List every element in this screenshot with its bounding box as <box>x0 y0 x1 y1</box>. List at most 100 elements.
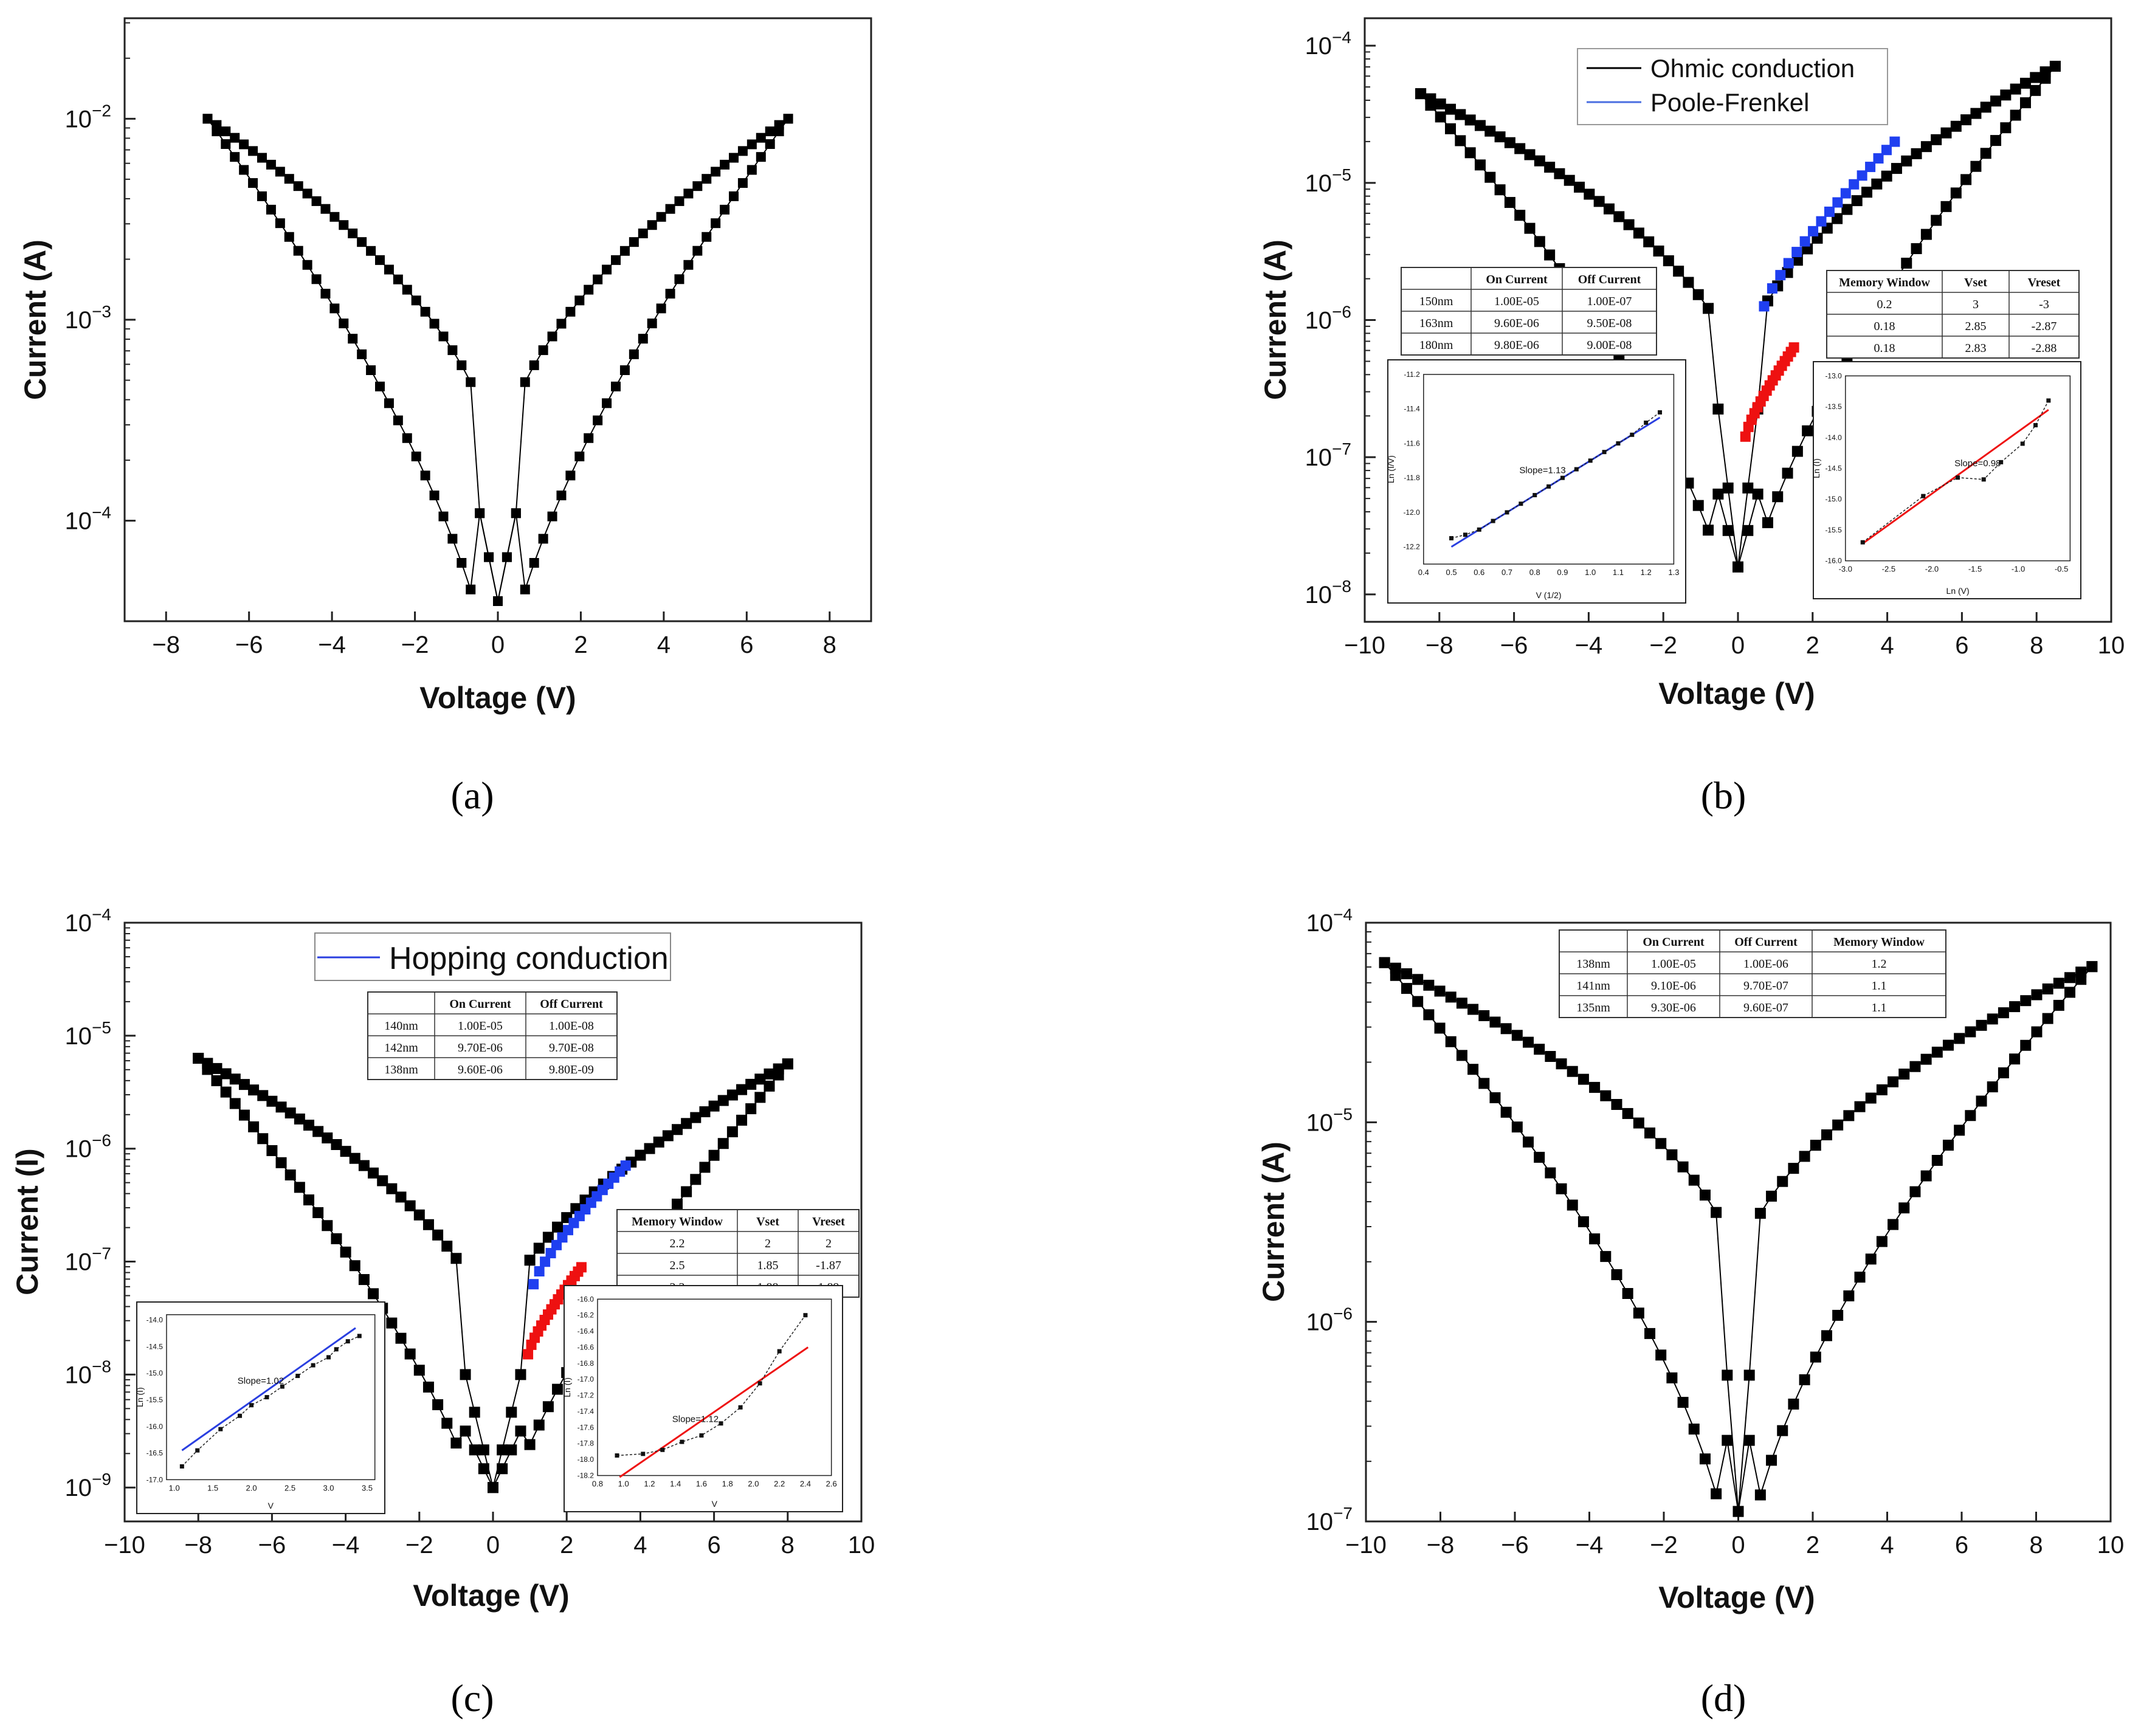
x-tick-label-d: 2 <box>1806 1532 1819 1559</box>
data-point-a <box>737 146 748 156</box>
data-point-a <box>746 139 757 150</box>
legend-c: Hopping conduction <box>314 932 671 981</box>
data-point-d <box>1821 1129 1832 1140</box>
inset-x-tick-c1: 2.0 <box>246 1483 257 1492</box>
data-point-d <box>2031 989 2043 1001</box>
data-point-b <box>1692 500 1704 511</box>
data-point-d <box>1600 1090 1612 1101</box>
data-point-a <box>511 508 521 518</box>
data-point-c <box>229 1098 241 1109</box>
data-point-a <box>556 491 567 501</box>
inset-x-tick-b2: -2.5 <box>1882 565 1895 574</box>
data-point-a <box>230 152 240 162</box>
data-point-c <box>478 1444 489 1456</box>
inset-x-tick-b1: 0.9 <box>1557 568 1568 577</box>
data-point-c <box>488 1482 498 1493</box>
data-point-b <box>1970 108 1982 119</box>
data-point-d <box>1622 1288 1633 1300</box>
data-point-a <box>619 365 630 376</box>
data-point-c <box>340 1146 351 1157</box>
inset-point-c2 <box>777 1349 782 1354</box>
caption-a: (a) <box>450 774 494 817</box>
data-point-d <box>1677 1397 1689 1408</box>
data-point-c <box>672 1124 683 1135</box>
data-point-c <box>681 1118 692 1129</box>
data-point-c <box>404 1200 416 1211</box>
data-point-a <box>466 377 476 387</box>
x-tick-label-d: 8 <box>2029 1532 2043 1559</box>
x-tick-label-a: −2 <box>401 632 429 658</box>
data-point-d <box>1379 957 1390 968</box>
data-point-c <box>368 1167 379 1179</box>
x-tick-label-d: 6 <box>1955 1532 1968 1559</box>
data-point-b <box>2010 83 2021 95</box>
table-cell-c1: 9.70E-08 <box>549 1041 594 1055</box>
data-point-d <box>1942 1139 1954 1151</box>
data-point-a <box>629 237 639 247</box>
panel-c: −10 −8 −6 −4 −2 0 2 4 6 8 10 10−9 10−8 10−7 10−6 10−5 10… <box>10 905 875 1720</box>
data-point-b <box>1901 155 1912 167</box>
data-point-a <box>411 451 421 461</box>
table-cell-d1: 1.2 <box>1872 957 1887 971</box>
data-point-a <box>275 218 285 229</box>
fit-region-point-c <box>620 1160 631 1171</box>
inset-x-tick-b2: -1.5 <box>1968 565 1982 574</box>
inset-y-label-b2: Ln (I) <box>1812 458 1821 478</box>
inset-y-tick-c2: -18.0 <box>577 1455 595 1464</box>
data-point-d <box>1545 1051 1556 1063</box>
table-cell-b1: 9.00E-08 <box>1587 339 1632 352</box>
data-point-a <box>420 306 430 317</box>
y-tick-label-c: 10−5 <box>65 1018 111 1050</box>
inset-point-b1 <box>1644 420 1649 425</box>
data-point-d <box>1545 1167 1556 1179</box>
inset-y-tick-c1: -15.5 <box>147 1396 164 1404</box>
data-point-a <box>737 178 748 188</box>
data-point-c <box>506 1407 517 1418</box>
inset-x-tick-c1: 1.0 <box>169 1483 180 1492</box>
data-point-b <box>1593 196 1605 207</box>
fit-region-point-b <box>1881 145 1892 156</box>
inset-fit-line-b2 <box>1862 408 2049 545</box>
data-point-a <box>266 204 276 215</box>
y-axis-label-d: Current (A) <box>1257 1142 1291 1302</box>
inset-x-label-c2: V <box>712 1499 718 1509</box>
data-point-b <box>1782 467 1793 479</box>
inset-c-ohmic: 0.8 1.0 1.2 1.4 1.6 1.8 2.0 2.2 2.4 2.6 -16.0 -16.2… <box>562 1285 843 1512</box>
data-point-c <box>736 1114 748 1126</box>
fit-region-point-b <box>1873 153 1884 164</box>
data-point-d <box>1843 1290 1855 1301</box>
data-point-d <box>2086 961 2098 973</box>
table-header-b2: Vreset <box>2028 276 2061 289</box>
data-point-d <box>1489 1016 1501 1028</box>
x-tick-label-d: −4 <box>1576 1532 1604 1559</box>
inset-axes-c1 <box>166 1314 376 1481</box>
data-point-b <box>1623 219 1635 230</box>
table-cell-b1: 1.00E-07 <box>1587 295 1632 308</box>
data-point-d <box>1898 1069 1910 1080</box>
inset-x-tick-c1: 3.5 <box>362 1483 373 1492</box>
data-point-c <box>257 1090 269 1101</box>
data-point-b <box>1722 525 1734 536</box>
data-point-d <box>1987 1081 1998 1093</box>
data-point-d <box>1655 1349 1667 1361</box>
x-tick-label-c: −8 <box>184 1532 212 1559</box>
x-tick-label-a: 4 <box>657 632 671 658</box>
data-point-d <box>1920 1053 1932 1065</box>
legend-box-b <box>1577 48 1888 125</box>
table-header-b1: Off Current <box>1578 273 1641 286</box>
data-point-d <box>1777 1176 1788 1187</box>
data-point-c <box>754 1092 766 1103</box>
data-point-c <box>312 1207 324 1219</box>
table-header-b2: Vset <box>1964 276 1987 289</box>
data-point-c <box>524 1439 536 1450</box>
inset-point-b2 <box>1981 477 1986 482</box>
data-point-b <box>1455 135 1466 146</box>
data-point-c <box>699 1162 711 1173</box>
table-cell-d1: 1.1 <box>1872 1001 1887 1014</box>
x-tick-label-d: −10 <box>1345 1532 1387 1559</box>
data-point-d <box>1876 1084 1888 1095</box>
data-point-d <box>1390 970 1401 981</box>
data-point-c <box>229 1073 241 1085</box>
data-point-c <box>764 1080 775 1092</box>
table-cell-c1: 138nm <box>384 1063 418 1076</box>
